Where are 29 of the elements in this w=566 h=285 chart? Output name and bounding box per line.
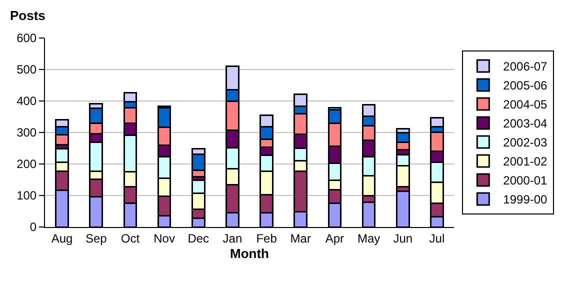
legend-label: 2006-07 — [503, 60, 548, 74]
x-axis-title: Month — [230, 246, 270, 261]
x-tick-label: May — [357, 231, 380, 246]
y-tick-label: 500 — [16, 62, 37, 77]
x-tick-label: Sep — [85, 231, 108, 246]
y-tick-label: 400 — [16, 94, 37, 108]
y-tick-label: 300 — [16, 126, 37, 140]
x-tick-label: Feb — [256, 231, 278, 246]
y-tick-label: 100 — [16, 188, 37, 203]
x-tick-label: Nov — [154, 231, 175, 246]
y-axis-title: Posts — [10, 8, 46, 23]
x-tick-label: Oct — [120, 231, 140, 246]
legend-label: 2003-04 — [503, 116, 548, 131]
x-tick-label: Aug — [51, 231, 73, 246]
legend-label: 1999-00 — [503, 192, 548, 207]
legend-label: 2005-06 — [503, 78, 548, 93]
y-tick-label: 200 — [16, 157, 37, 172]
legend-label: 2002-03 — [503, 136, 548, 150]
legend-label: 2001-02 — [503, 154, 548, 169]
x-tick-label: Dec — [188, 231, 210, 246]
x-tick-label: Jun — [393, 231, 413, 246]
legend-label: 2000-01 — [503, 174, 548, 188]
x-tick-label: Jan — [222, 231, 242, 246]
x-tick-label: Jul — [429, 231, 445, 246]
y-tick-label: 600 — [16, 31, 37, 46]
y-tick-label: 0 — [30, 220, 37, 234]
legend-label: 2004-05 — [503, 98, 548, 112]
x-tick-label: Mar — [290, 231, 311, 246]
x-tick-label: Apr — [325, 231, 344, 246]
